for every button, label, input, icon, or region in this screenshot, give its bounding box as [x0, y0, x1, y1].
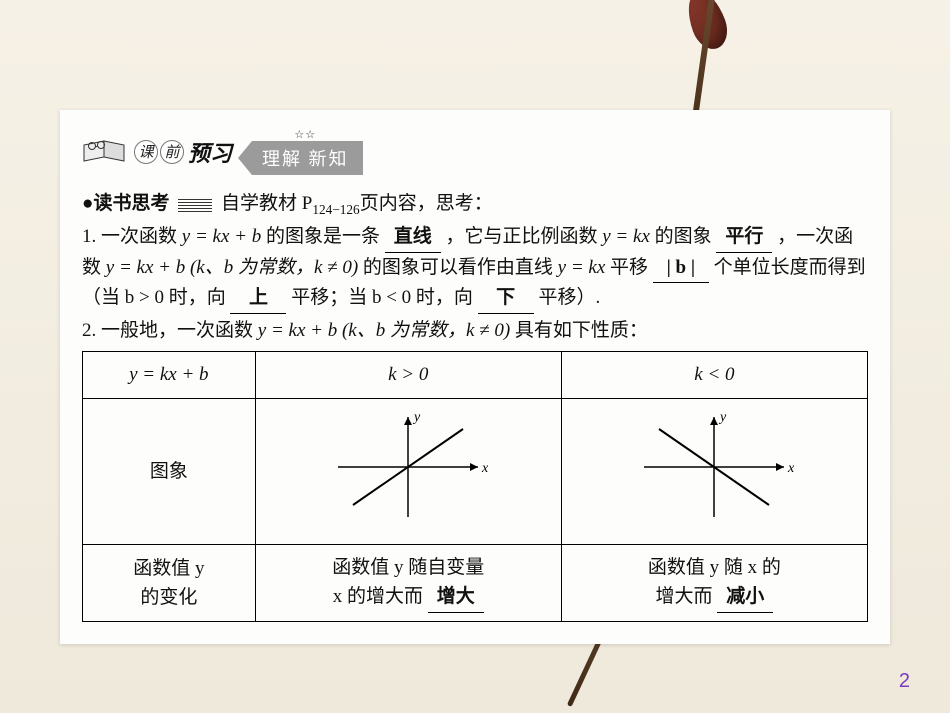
- banner-stars: ☆☆: [294, 128, 316, 141]
- graph-k-negative: x y: [561, 398, 867, 544]
- graph-k-positive: x y: [255, 398, 561, 544]
- th-eq: y = kx + b: [129, 364, 208, 385]
- th-kpos: k > 0: [388, 364, 428, 385]
- q1-eq: y = kx: [602, 226, 650, 247]
- cell-text: 函数值 y 随自变量: [332, 557, 484, 578]
- q1-text: 的图象: [655, 226, 712, 247]
- table-row: 图象 x y: [83, 398, 868, 544]
- pill-char: 前: [160, 140, 184, 164]
- q1-eq: y = kx + b: [182, 226, 261, 247]
- axis-y-label: y: [412, 410, 421, 425]
- content-card: 课 前 预习 ☆☆ 理解 新知 ●读书思考 自学教材 P124−126页内容，思…: [60, 110, 890, 644]
- q1-text: 的图象可以看作由直线: [363, 257, 558, 278]
- q1-text: 1. 一次函数: [82, 226, 182, 247]
- fill-blank: 增大: [428, 582, 484, 612]
- pill-char: 课: [134, 140, 158, 164]
- table-row: y = kx + b k > 0 k < 0: [83, 352, 868, 398]
- cell-text: 增大而: [656, 586, 713, 607]
- q1-eq: y = kx + b (k、b 为常数，k ≠ 0): [106, 257, 358, 278]
- axis-x-label: x: [787, 461, 795, 476]
- th-kneg: k < 0: [694, 364, 734, 385]
- cell-change-pos: 函数值 y 随自变量 x 的增大而 增大: [255, 545, 561, 622]
- q2-eq: y = kx + b (k、b 为常数，k ≠ 0): [258, 320, 510, 341]
- fill-blank: 直线: [385, 222, 441, 252]
- cell-change-neg: 函数值 y 随 x 的 增大而 减小: [561, 545, 867, 622]
- row-label-graph: 图象: [83, 398, 256, 544]
- book-icon: [82, 137, 128, 167]
- q1-text: ，它与正比例函数: [445, 226, 602, 247]
- q1-text: 平移）.: [538, 287, 600, 308]
- hatch-icon: [178, 198, 212, 212]
- question-2: 2. 一般地，一次函数 y = kx + b (k、b 为常数，k ≠ 0) 具…: [82, 316, 868, 345]
- axis-y-label: y: [718, 410, 727, 425]
- q2-text: 2. 一般地，一次函数: [82, 320, 258, 341]
- section-banner: 课 前 预习 ☆☆ 理解 新知: [82, 128, 868, 175]
- fill-blank: 减小: [717, 582, 773, 612]
- reading-label: ●读书思考: [82, 193, 169, 214]
- fill-blank: 上: [230, 283, 286, 313]
- row-label-change: 函数值 y 的变化: [83, 545, 256, 622]
- properties-table: y = kx + b k > 0 k < 0 图象 x y: [82, 351, 868, 622]
- q1-text: 平移；当 b < 0 时，向: [291, 287, 473, 308]
- cell-text: 函数值 y: [133, 558, 204, 579]
- fill-blank: 平行: [716, 222, 772, 252]
- reading-line: ●读书思考 自学教材 P124−126页内容，思考：: [82, 189, 868, 220]
- axis-x-label: x: [481, 461, 489, 476]
- question-1: 1. 一次函数 y = kx + b 的图象是一条 直线 ，它与正比例函数 y …: [82, 222, 868, 313]
- fill-blank: 下: [478, 283, 534, 313]
- page-number: 2: [899, 670, 910, 693]
- q1-text: 的图象是一条: [266, 226, 380, 247]
- q2-text: 具有如下性质：: [515, 320, 648, 341]
- fill-blank: | b |: [653, 253, 709, 283]
- reading-prompt-post: 页内容，思考：: [360, 193, 493, 214]
- q1-text: 平移: [610, 257, 648, 278]
- pill-bold: 预习: [188, 136, 232, 168]
- content-body: ●读书思考 自学教材 P124−126页内容，思考： 1. 一次函数 y = k…: [82, 189, 868, 622]
- q1-eq: y = kx: [558, 257, 606, 278]
- banner-flag: 理解 新知: [252, 141, 363, 175]
- table-row: 函数值 y 的变化 函数值 y 随自变量 x 的增大而 增大 函数值 y 随 x…: [83, 545, 868, 622]
- banner-pill: 课 前 预习: [134, 136, 232, 168]
- reading-prompt-pre: 自学教材 P: [221, 193, 312, 214]
- reading-prompt-sub: 124−126: [312, 202, 359, 217]
- cell-text: x 的增大而: [333, 586, 423, 607]
- cell-text: 的变化: [140, 587, 197, 608]
- cell-text: 函数值 y 随 x 的: [648, 557, 781, 578]
